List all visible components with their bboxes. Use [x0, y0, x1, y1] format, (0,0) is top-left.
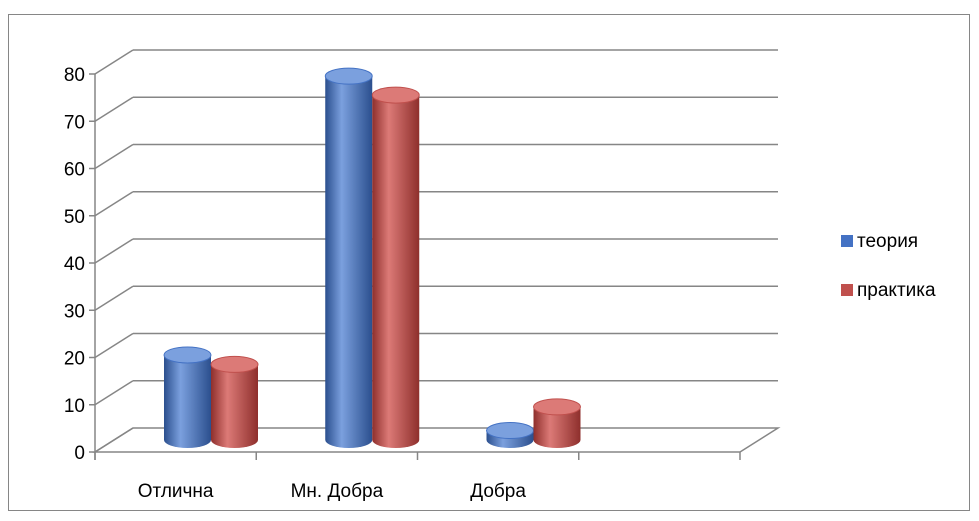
y-tick-label: 10	[64, 396, 85, 417]
gridline-diagonal	[94, 49, 134, 75]
y-tick-label: 70	[64, 112, 85, 133]
y-tick-label: 40	[64, 254, 85, 275]
y-tick-label: 20	[64, 349, 85, 370]
bar	[533, 398, 581, 448]
y-tick-label: 0	[74, 443, 85, 464]
bar-body	[372, 95, 420, 448]
floor	[92, 427, 781, 453]
y-tick-label: 30	[64, 301, 85, 322]
bar-body	[211, 364, 258, 448]
bar-top	[163, 346, 212, 364]
gridline-diagonal	[94, 285, 134, 311]
y-tick-label: 80	[64, 65, 85, 86]
bar	[324, 67, 373, 449]
bar-body	[325, 76, 373, 449]
bar-body	[533, 406, 581, 448]
labels: 0 10 20 30 40 50 60 70 80 Отлична Мн. Добра Добра	[64, 65, 527, 502]
bar	[486, 422, 534, 448]
x-tick-label: Отлична	[138, 481, 214, 502]
y-tick-label: 50	[64, 207, 85, 228]
gridline-diagonal	[94, 143, 134, 170]
gridline-diagonal	[94, 238, 134, 264]
gridlines	[92, 49, 781, 453]
legend-swatch	[841, 284, 853, 296]
gridline-diagonal	[94, 96, 134, 122]
gridline-diagonal	[94, 380, 134, 406]
gridline-diagonal	[94, 332, 134, 359]
y-tick-label: 60	[64, 160, 85, 181]
bar-top	[210, 355, 259, 373]
bar-body	[164, 354, 211, 448]
bars	[163, 67, 581, 449]
bar-top	[371, 86, 420, 104]
legend-swatch	[841, 235, 853, 247]
axes	[89, 73, 741, 460]
bar-top	[324, 67, 373, 85]
gridline-diagonal	[94, 191, 134, 217]
bar	[371, 86, 420, 448]
bar-top	[533, 398, 581, 416]
bar	[163, 346, 212, 448]
legend: теория практика	[841, 231, 936, 301]
legend-label: практика	[857, 280, 936, 301]
x-tick-label: Мн. Добра	[291, 481, 384, 502]
bar-top	[486, 422, 534, 440]
bar	[210, 355, 259, 448]
x-tick-label: Добра	[470, 481, 526, 502]
legend-label: теория	[857, 231, 918, 252]
